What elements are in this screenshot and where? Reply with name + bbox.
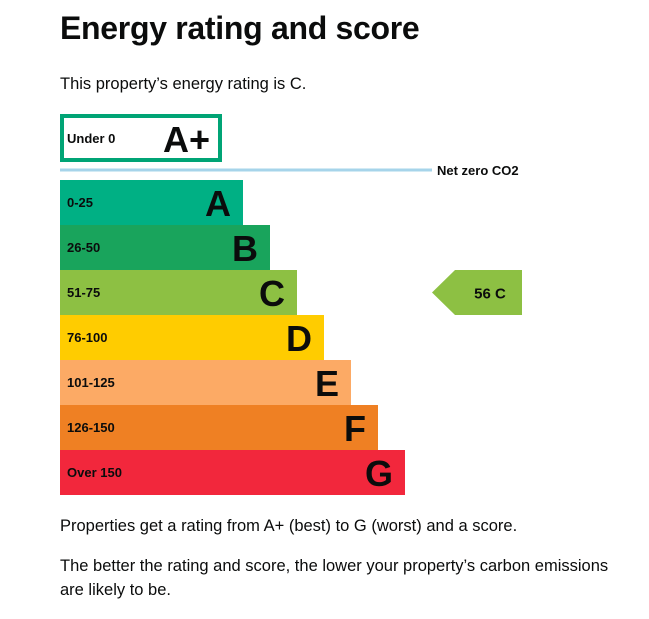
band-a-letter: A [205,183,231,224]
carbon-explanation: The better the rating and score, the low… [60,557,609,599]
band-d-range: 76-100 [67,330,107,345]
band-e-bar [60,360,351,405]
band-f-range: 126-150 [67,420,115,435]
band-a-range: 0-25 [67,195,93,210]
net-zero-label: Net zero CO2 [437,163,519,178]
band-f-bar [60,405,378,450]
band-a-bar [60,180,243,225]
band-aplus-letter: A+ [163,119,210,160]
page-title: Energy rating and score [60,10,420,46]
band-e-letter: E [315,363,339,404]
band-c-bar [60,270,297,315]
current-rating-arrow [432,270,522,315]
band-e-range: 101-125 [67,375,115,390]
band-c-letter: C [259,273,285,314]
band-g-letter: G [365,453,393,494]
band-d-bar [60,315,324,360]
band-aplus-box [60,114,222,162]
band-g-range: Over 150 [67,465,122,480]
current-rating-label: 56 C [474,286,506,303]
band-b-bar [60,225,270,270]
band-f-letter: F [344,408,366,449]
band-aplus-range: Under 0 [67,131,115,146]
band-c-range: 51-75 [67,285,100,300]
band-d-letter: D [286,318,312,359]
rating-explanation: Properties get a rating from A+ (best) t… [60,517,518,535]
energy-rating-summary: This property’s energy rating is C. [60,75,307,93]
band-b-range: 26-50 [67,240,100,255]
band-g-bar [60,450,405,495]
band-b-letter: B [232,228,258,269]
